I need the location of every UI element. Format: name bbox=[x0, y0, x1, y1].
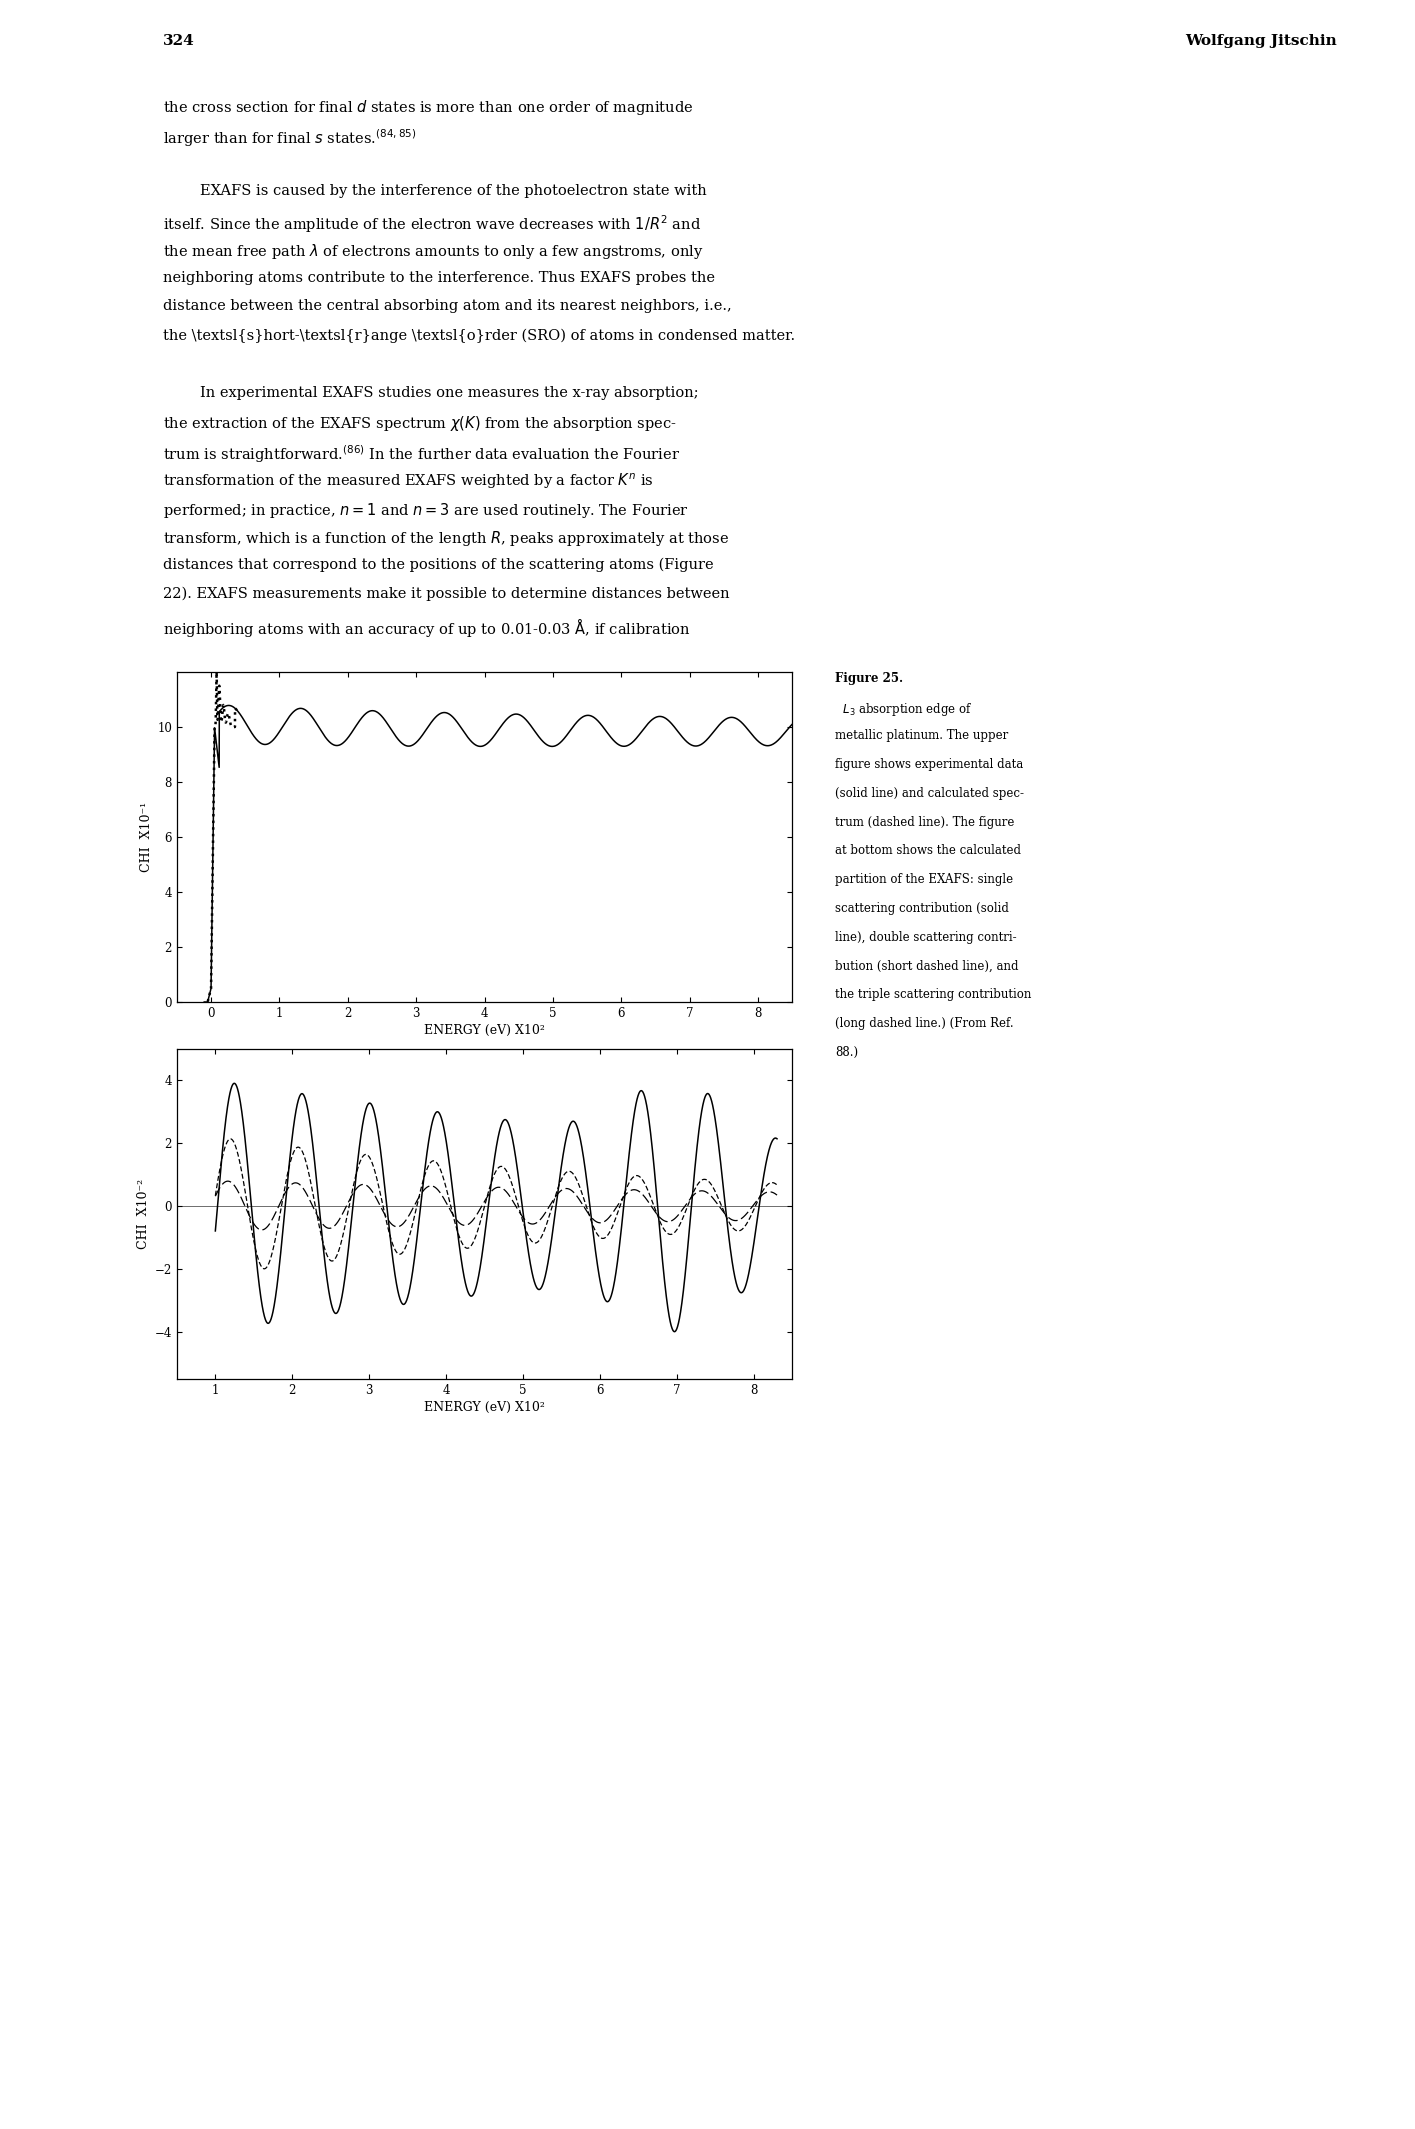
triple bbox=[698, 1179, 715, 1205]
Text: 22). EXAFS measurements make it possible to determine distances between: 22). EXAFS measurements make it possible… bbox=[163, 588, 729, 600]
triple bbox=[768, 1182, 785, 1207]
Text: metallic platinum. The upper: metallic platinum. The upper bbox=[835, 730, 1007, 743]
Text: $L_3$ absorption edge of: $L_3$ absorption edge of bbox=[835, 700, 972, 717]
Text: performed; in practice, $n = 1$ and $n = 3$ are used routinely. The Fourier: performed; in practice, $n = 1$ and $n =… bbox=[163, 500, 689, 519]
X-axis label: ENERGY (eV) X10²: ENERGY (eV) X10² bbox=[424, 1024, 545, 1037]
Text: EXAFS is caused by the interference of the photoelectron state with: EXAFS is caused by the interference of t… bbox=[163, 185, 706, 198]
Text: Figure 25.: Figure 25. bbox=[835, 673, 903, 686]
single bbox=[758, 1150, 775, 1175]
double bbox=[207, 1184, 224, 1209]
double bbox=[256, 1256, 273, 1282]
triple bbox=[758, 1179, 775, 1205]
triple bbox=[447, 1205, 464, 1231]
triple bbox=[207, 1184, 224, 1209]
double bbox=[768, 1173, 785, 1199]
Text: Wolfgang Jitschin: Wolfgang Jitschin bbox=[1186, 34, 1337, 49]
Text: partition of the EXAFS: single: partition of the EXAFS: single bbox=[835, 873, 1013, 886]
Text: the triple scattering contribution: the triple scattering contribution bbox=[835, 988, 1032, 1001]
Text: distances that correspond to the positions of the scattering atoms (Figure: distances that correspond to the positio… bbox=[163, 558, 713, 573]
double bbox=[423, 1150, 440, 1175]
single bbox=[304, 1133, 321, 1158]
Text: transformation of the measured EXAFS weighted by a factor $K^n$ is: transformation of the measured EXAFS wei… bbox=[163, 473, 654, 492]
Text: neighboring atoms contribute to the interference. Thus EXAFS probes the: neighboring atoms contribute to the inte… bbox=[163, 270, 715, 285]
Line: triple: triple bbox=[215, 1182, 777, 1231]
Text: (solid line) and calculated spec-: (solid line) and calculated spec- bbox=[835, 788, 1024, 801]
Y-axis label: CHI  X10⁻²: CHI X10⁻² bbox=[137, 1179, 150, 1250]
double bbox=[304, 1182, 321, 1207]
Text: figure shows experimental data: figure shows experimental data bbox=[835, 758, 1023, 771]
triple bbox=[304, 1194, 321, 1220]
single bbox=[207, 1218, 224, 1243]
Text: trum (dashed line). The figure: trum (dashed line). The figure bbox=[835, 815, 1015, 828]
single bbox=[423, 1116, 440, 1141]
Text: the \textsl{s}hort-\textsl{r}ange \textsl{o}rder (SRO) of atoms in condensed mat: the \textsl{s}hort-\textsl{r}ange \texts… bbox=[163, 328, 795, 343]
single bbox=[768, 1126, 785, 1152]
double bbox=[698, 1167, 715, 1192]
Y-axis label: CHI  X10⁻¹: CHI X10⁻¹ bbox=[140, 803, 153, 873]
single bbox=[272, 1252, 289, 1277]
Text: transform, which is a function of the length $R$, peaks approximately at those: transform, which is a function of the le… bbox=[163, 530, 729, 549]
Line: single: single bbox=[215, 1084, 777, 1331]
triple bbox=[219, 1169, 236, 1194]
Text: line), double scattering contri-: line), double scattering contri- bbox=[835, 930, 1016, 943]
Text: 324: 324 bbox=[163, 34, 194, 49]
triple bbox=[253, 1218, 270, 1243]
X-axis label: ENERGY (eV) X10²: ENERGY (eV) X10² bbox=[424, 1401, 545, 1414]
Text: at bottom shows the calculated: at bottom shows the calculated bbox=[835, 845, 1020, 858]
Text: (long dashed line.) (From Ref.: (long dashed line.) (From Ref. bbox=[835, 1018, 1013, 1030]
Text: larger than for final $s$ states.$^{(84,85)}$: larger than for final $s$ states.$^{(84,… bbox=[163, 128, 416, 149]
double bbox=[222, 1126, 239, 1152]
Text: neighboring atoms with an accuracy of up to 0.01-0.03 $\rm\AA$, if calibration: neighboring atoms with an accuracy of up… bbox=[163, 615, 691, 639]
Text: the mean free path $\lambda$ of electrons amounts to only a few angstroms, only: the mean free path $\lambda$ of electron… bbox=[163, 243, 703, 262]
Text: trum is straightforward.$^{(86)}$ In the further data evaluation the Fourier: trum is straightforward.$^{(86)}$ In the… bbox=[163, 443, 679, 464]
Line: double: double bbox=[215, 1139, 777, 1269]
Text: the extraction of the EXAFS spectrum $\chi(K)$ from the absorption spec-: the extraction of the EXAFS spectrum $\c… bbox=[163, 415, 676, 434]
double bbox=[758, 1173, 775, 1199]
double bbox=[272, 1203, 289, 1228]
single bbox=[226, 1071, 243, 1096]
Text: scattering contribution (solid: scattering contribution (solid bbox=[835, 903, 1009, 915]
single bbox=[698, 1082, 715, 1107]
Text: bution (short dashed line), and: bution (short dashed line), and bbox=[835, 960, 1019, 973]
triple bbox=[272, 1190, 289, 1216]
Text: In experimental EXAFS studies one measures the x-ray absorption;: In experimental EXAFS studies one measur… bbox=[163, 385, 699, 400]
triple bbox=[423, 1173, 440, 1199]
single bbox=[666, 1318, 683, 1343]
Text: the cross section for final $d$ states is more than one order of magnitude: the cross section for final $d$ states i… bbox=[163, 98, 693, 117]
double bbox=[447, 1211, 464, 1237]
Text: itself. Since the amplitude of the electron wave decreases with $1/R^2$ and: itself. Since the amplitude of the elect… bbox=[163, 213, 700, 234]
Text: distance between the central absorbing atom and its nearest neighbors, i.e.,: distance between the central absorbing a… bbox=[163, 300, 732, 313]
Text: 88.): 88.) bbox=[835, 1045, 857, 1058]
single bbox=[447, 1201, 464, 1226]
